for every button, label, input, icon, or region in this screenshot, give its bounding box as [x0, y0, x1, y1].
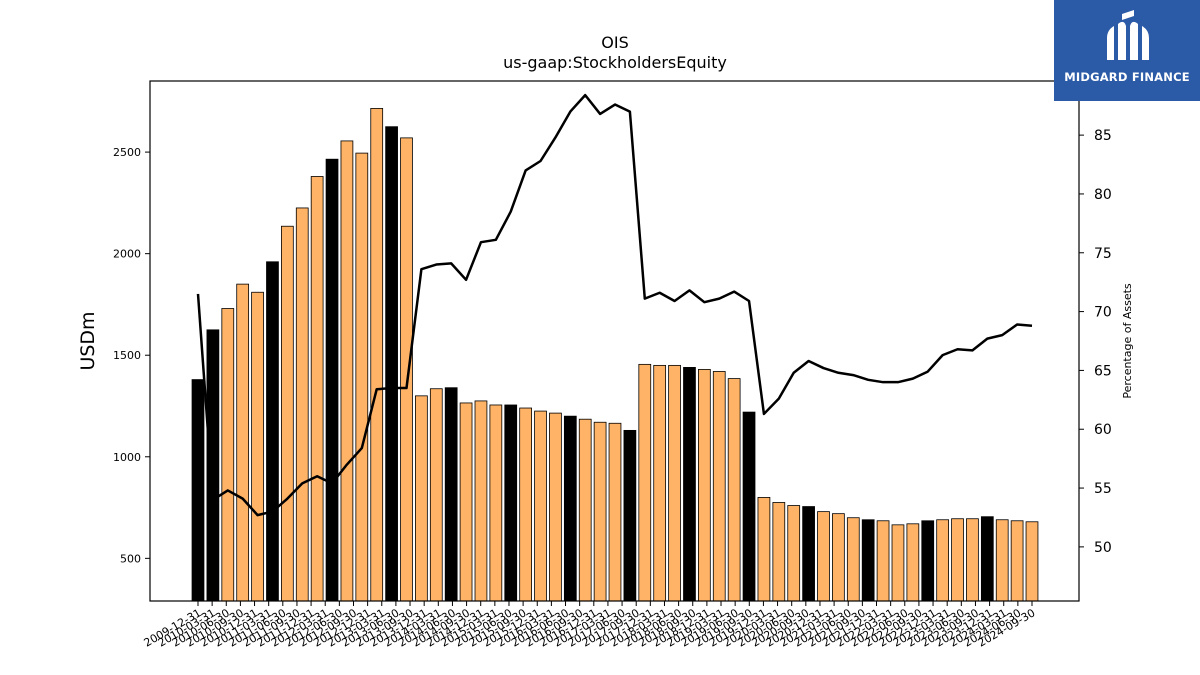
bar — [237, 284, 249, 601]
y-tick-label: 2500 — [113, 146, 141, 159]
bar — [669, 365, 681, 601]
bar — [609, 423, 621, 601]
bar — [788, 506, 800, 601]
bar — [296, 208, 308, 601]
bar — [937, 520, 949, 601]
bar — [445, 388, 457, 601]
y-axis-right: 50 55 60 65 70 75 80 85 — [1079, 128, 1112, 556]
bar — [654, 365, 666, 601]
brand-logo: MIDGARD FINANCE — [1054, 0, 1200, 101]
bar — [401, 138, 413, 601]
chart-title: OIS — [601, 33, 628, 52]
bar — [252, 292, 264, 601]
bar — [966, 519, 978, 601]
bar — [281, 226, 293, 601]
bar — [1026, 522, 1038, 601]
bar — [460, 403, 472, 601]
bar — [520, 408, 532, 601]
y-axis-label: USDm — [77, 311, 99, 370]
bar — [430, 389, 442, 601]
bar — [386, 127, 398, 601]
bar — [818, 512, 830, 601]
bar — [311, 176, 323, 601]
x-axis: 2009-12-312010-03-312010-06-302010-09-30… — [142, 601, 1038, 650]
bar — [847, 518, 859, 601]
bar — [415, 396, 427, 601]
bar — [907, 524, 919, 601]
bar — [684, 367, 696, 601]
y2-tick-label: 85 — [1094, 128, 1112, 144]
bar — [341, 141, 353, 601]
bar — [952, 519, 964, 601]
bar — [713, 371, 725, 601]
bar — [222, 309, 234, 602]
bar — [758, 497, 770, 601]
bar — [832, 514, 844, 601]
y2-tick-label: 75 — [1094, 246, 1112, 262]
bar — [1011, 521, 1023, 601]
bar — [356, 153, 368, 601]
bar — [743, 412, 755, 601]
y-tick-label: 1500 — [113, 349, 141, 362]
chart-subtitle: us-gaap:StockholdersEquity — [503, 53, 727, 72]
bar — [862, 520, 874, 601]
bar — [371, 108, 383, 601]
y2-axis-label: Percentage of Assets — [1121, 283, 1134, 399]
bar — [877, 521, 889, 601]
y2-tick-label: 70 — [1094, 305, 1112, 321]
bar — [639, 364, 651, 601]
bar — [326, 159, 338, 601]
bar — [698, 369, 710, 601]
bar — [594, 422, 606, 601]
y2-tick-label: 50 — [1094, 540, 1112, 556]
bar — [981, 517, 993, 601]
y-tick-label: 1000 — [113, 451, 141, 464]
y2-tick-label: 55 — [1094, 481, 1112, 497]
y-tick-label: 2000 — [113, 248, 141, 261]
y2-tick-label: 60 — [1094, 422, 1112, 438]
bar — [267, 262, 279, 601]
y2-tick-label: 65 — [1094, 363, 1112, 379]
bar — [207, 330, 219, 601]
bar — [505, 405, 517, 601]
chart: OIS us-gaap:StockholdersEquity 500 1000 15… — [0, 0, 1200, 675]
bar — [728, 379, 740, 601]
bar — [803, 507, 815, 601]
bar — [892, 525, 904, 601]
bar — [192, 380, 204, 601]
brand-mark-icon — [1054, 0, 1200, 70]
brand-name: MIDGARD FINANCE — [1054, 70, 1200, 84]
bar — [579, 419, 591, 601]
y-tick-label: 500 — [120, 552, 141, 565]
bar — [490, 405, 502, 601]
bar — [549, 413, 561, 601]
bar — [624, 430, 636, 601]
bar — [475, 401, 487, 601]
bar — [996, 520, 1008, 601]
bar — [535, 411, 547, 601]
bar — [773, 502, 785, 601]
y2-tick-label: 80 — [1094, 187, 1112, 203]
bar — [922, 521, 934, 601]
bar-group — [192, 108, 1038, 601]
y-axis-left: 500 1000 1500 2000 2500 — [113, 146, 150, 565]
bar — [564, 416, 576, 601]
